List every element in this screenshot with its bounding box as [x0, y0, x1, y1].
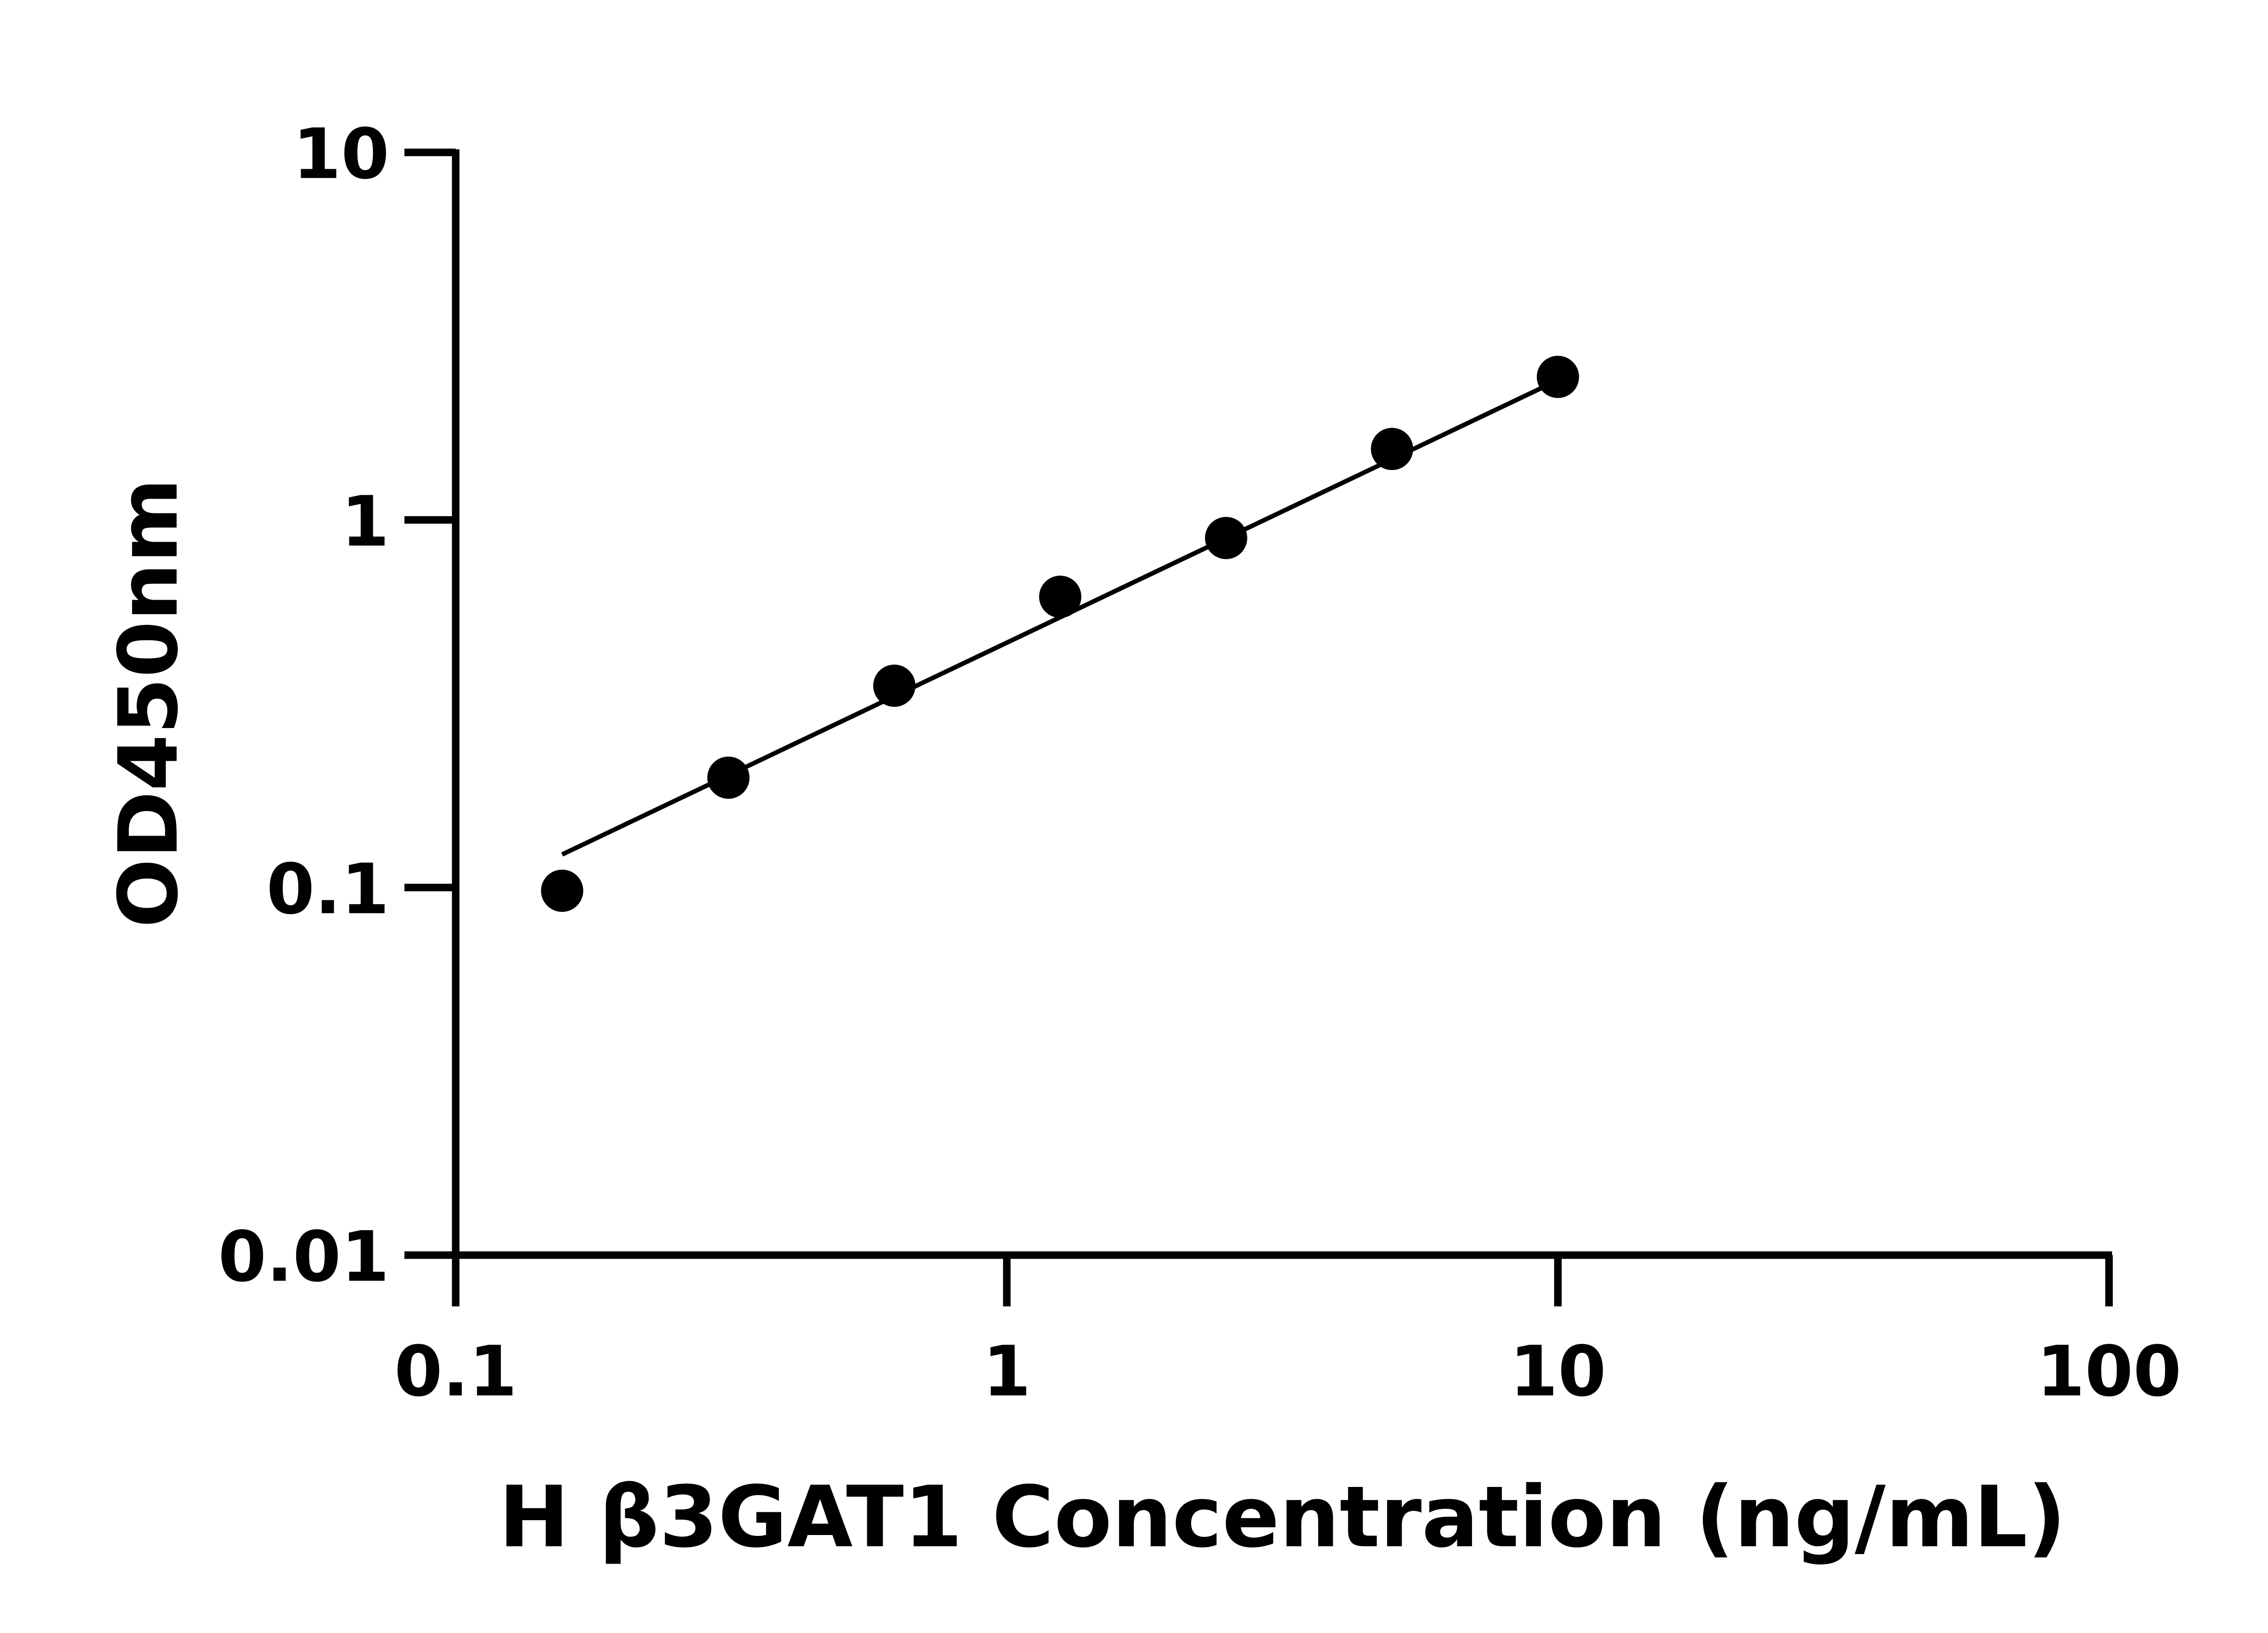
y-tick-label: 10 — [293, 114, 389, 195]
y-tick-label: 1 — [341, 482, 389, 562]
x-axis-label: H β3GAT1 Concentration (ng/mL) — [499, 1468, 2066, 1566]
x-tick-label: 10 — [1510, 1331, 1606, 1412]
y-tick-label: 0.1 — [266, 849, 389, 930]
data-point — [1371, 428, 1413, 470]
data-point — [1039, 576, 1081, 618]
x-tick-label: 100 — [2037, 1331, 2181, 1412]
data-point — [1536, 356, 1579, 398]
y-axis-label: OD450nm — [101, 478, 196, 928]
x-tick-label: 0.1 — [394, 1331, 517, 1412]
data-point — [541, 870, 583, 912]
data-point — [707, 756, 750, 799]
axes — [452, 149, 2112, 1259]
y-tick-label: 0.01 — [218, 1217, 389, 1297]
data-point — [873, 665, 916, 707]
data-point — [1205, 517, 1247, 559]
x-tick-label: 1 — [982, 1331, 1031, 1412]
